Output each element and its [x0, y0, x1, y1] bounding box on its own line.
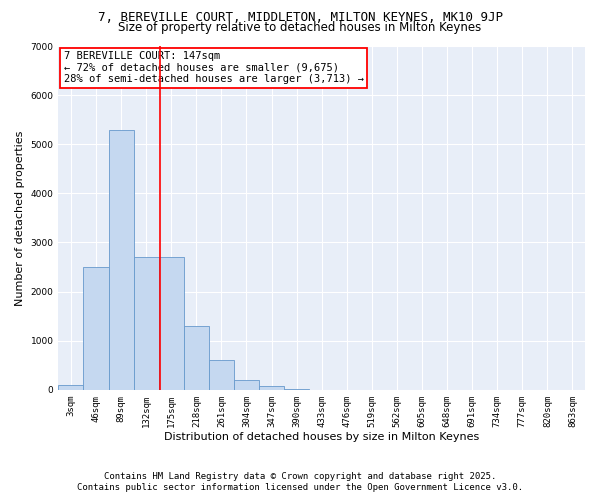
Text: Contains HM Land Registry data © Crown copyright and database right 2025.
Contai: Contains HM Land Registry data © Crown c…	[77, 472, 523, 492]
Bar	[159, 257, 184, 390]
Bar	[58, 386, 83, 390]
Bar	[284, 389, 309, 390]
Bar	[209, 360, 234, 390]
Text: Size of property relative to detached houses in Milton Keynes: Size of property relative to detached ho…	[118, 22, 482, 35]
Text: 7, BEREVILLE COURT, MIDDLETON, MILTON KEYNES, MK10 9JP: 7, BEREVILLE COURT, MIDDLETON, MILTON KE…	[97, 11, 503, 24]
Bar	[184, 326, 209, 390]
Bar	[259, 386, 284, 390]
X-axis label: Distribution of detached houses by size in Milton Keynes: Distribution of detached houses by size …	[164, 432, 479, 442]
Y-axis label: Number of detached properties: Number of detached properties	[15, 130, 25, 306]
Bar	[109, 130, 134, 390]
Bar	[83, 267, 109, 390]
Bar	[234, 380, 259, 390]
Text: 7 BEREVILLE COURT: 147sqm
← 72% of detached houses are smaller (9,675)
28% of se: 7 BEREVILLE COURT: 147sqm ← 72% of detac…	[64, 51, 364, 84]
Bar	[134, 257, 159, 390]
